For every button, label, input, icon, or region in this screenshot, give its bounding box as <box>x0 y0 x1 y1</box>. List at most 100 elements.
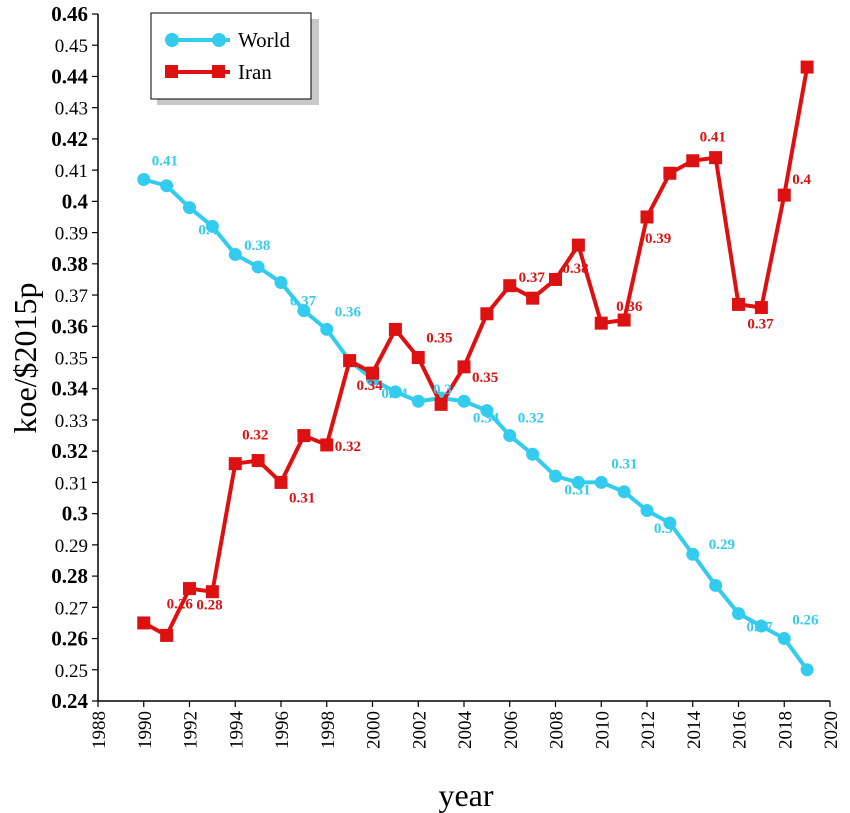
data-point <box>434 397 448 411</box>
data-point <box>274 475 288 489</box>
y-tick-label: 0.42 <box>51 127 88 151</box>
x-tick-label: 2000 <box>364 711 385 749</box>
x-tick-label: 2008 <box>547 711 568 749</box>
data-label-world: 0.31 <box>611 456 637 472</box>
legend-box <box>150 12 312 100</box>
data-label-iran: 0.32 <box>335 439 361 455</box>
y-axis-ticks: 0.24 0.25 0.26 0.27 0.28 0.29 0.3 0.31 0.32 0.33 0… <box>51 2 98 713</box>
data-label-world: 0.32 <box>518 411 544 427</box>
data-point <box>800 663 814 677</box>
data-label-iran: 0.37 <box>519 270 546 286</box>
data-point <box>388 385 402 399</box>
y-tick-label: 0.24 <box>51 689 88 713</box>
data-point <box>686 154 700 168</box>
data-label-world: 0.36 <box>335 304 362 320</box>
data-label-iran: 0.36 <box>616 299 643 315</box>
y-tick-label: 0.33 <box>55 411 88 432</box>
data-label-world: 0.4 <box>198 222 217 238</box>
data-point <box>366 366 379 380</box>
data-point <box>640 504 654 518</box>
data-point <box>183 201 196 215</box>
x-tick-label: 1998 <box>318 711 339 749</box>
y-tick-label: 0.38 <box>51 252 88 276</box>
data-label-iran: 0.35 <box>472 370 498 386</box>
data-label-iran: 0.26 <box>167 596 194 612</box>
legend: World Iran <box>150 12 319 105</box>
legend-iran-label: Iran <box>238 60 272 84</box>
y-tick-label: 0.43 <box>55 99 88 120</box>
data-point <box>160 628 174 642</box>
data-point <box>594 316 608 330</box>
data-point <box>503 429 517 443</box>
y-tick-label: 0.32 <box>51 439 88 463</box>
data-point <box>411 351 425 364</box>
data-label-iran: 0.32 <box>242 428 268 444</box>
x-tick-label: 1992 <box>181 711 202 749</box>
series-iran-line <box>142 66 810 638</box>
y-tick-label: 0.26 <box>51 627 88 651</box>
x-tick-label: 1996 <box>272 711 293 749</box>
legend-world-marker-left <box>165 33 179 47</box>
data-point <box>411 394 425 408</box>
y-tick-label: 0.28 <box>51 564 88 588</box>
data-point <box>183 582 196 596</box>
data-point <box>640 210 654 224</box>
data-point <box>503 279 517 293</box>
x-tick-label: 1988 <box>89 711 110 749</box>
x-tick-label: 2020 <box>821 711 842 749</box>
data-point <box>137 173 151 187</box>
data-label-iran: 0.34 <box>357 378 384 394</box>
y-axis-title: koe/$2015p <box>7 282 43 433</box>
y-tick-label: 0.31 <box>55 473 88 494</box>
data-point <box>594 475 608 489</box>
legend-world-label: World <box>238 28 290 52</box>
data-label-iran: 0.31 <box>289 490 315 506</box>
y-tick-label: 0.44 <box>51 64 88 88</box>
data-point <box>800 60 814 74</box>
y-tick-label: 0.37 <box>55 286 88 307</box>
data-label-world: 0.27 <box>747 620 774 636</box>
y-tick-label: 0.41 <box>55 161 88 182</box>
data-point <box>160 179 174 193</box>
y-tick-label: 0.29 <box>55 536 88 557</box>
data-label-iran: 0.39 <box>645 231 671 247</box>
data-label-world: 0.31 <box>564 482 590 498</box>
y-tick-label: 0.3 <box>62 502 88 526</box>
data-point <box>205 585 219 599</box>
x-tick-label: 2006 <box>501 711 522 749</box>
data-label-iran: 0.37 <box>747 317 774 333</box>
y-tick-label: 0.36 <box>51 314 88 338</box>
data-label-iran: 0.38 <box>562 261 588 277</box>
series-iran <box>137 60 814 642</box>
data-point <box>205 219 219 233</box>
legend-iran-marker-left <box>165 65 178 78</box>
data-point <box>709 151 723 165</box>
data-point <box>137 616 151 630</box>
data-point <box>480 404 494 418</box>
data-point <box>251 454 265 468</box>
x-tick-label: 2002 <box>409 711 430 749</box>
y-tick-label: 0.27 <box>55 598 88 619</box>
x-axis-ticks: 1988 1990 1992 1994 1996 1998 2000 2002 2004 2006… <box>89 701 842 749</box>
data-point <box>617 485 631 499</box>
data-label-world: 0.37 <box>290 294 317 310</box>
x-tick-label: 1994 <box>226 711 247 750</box>
y-tick-label: 0.4 <box>62 189 89 213</box>
legend-item-world: World <box>165 28 290 52</box>
data-label-world: 0.29 <box>709 537 735 553</box>
data-point <box>457 360 471 374</box>
data-label-world: 0.34 <box>473 411 500 427</box>
data-label-world: 0.3 <box>654 521 673 537</box>
legend-world-marker-right <box>212 33 226 47</box>
data-point <box>274 276 288 290</box>
x-tick-label: 2014 <box>684 711 705 750</box>
x-axis-title: year <box>438 777 493 813</box>
data-label-world: 0.26 <box>792 613 819 629</box>
data-label-world: 0.41 <box>152 154 178 170</box>
data-point <box>732 607 745 621</box>
data-point <box>297 429 311 443</box>
data-point <box>297 304 311 318</box>
data-point <box>754 301 768 315</box>
data-point <box>457 394 471 408</box>
y-tick-label: 0.45 <box>55 36 88 57</box>
